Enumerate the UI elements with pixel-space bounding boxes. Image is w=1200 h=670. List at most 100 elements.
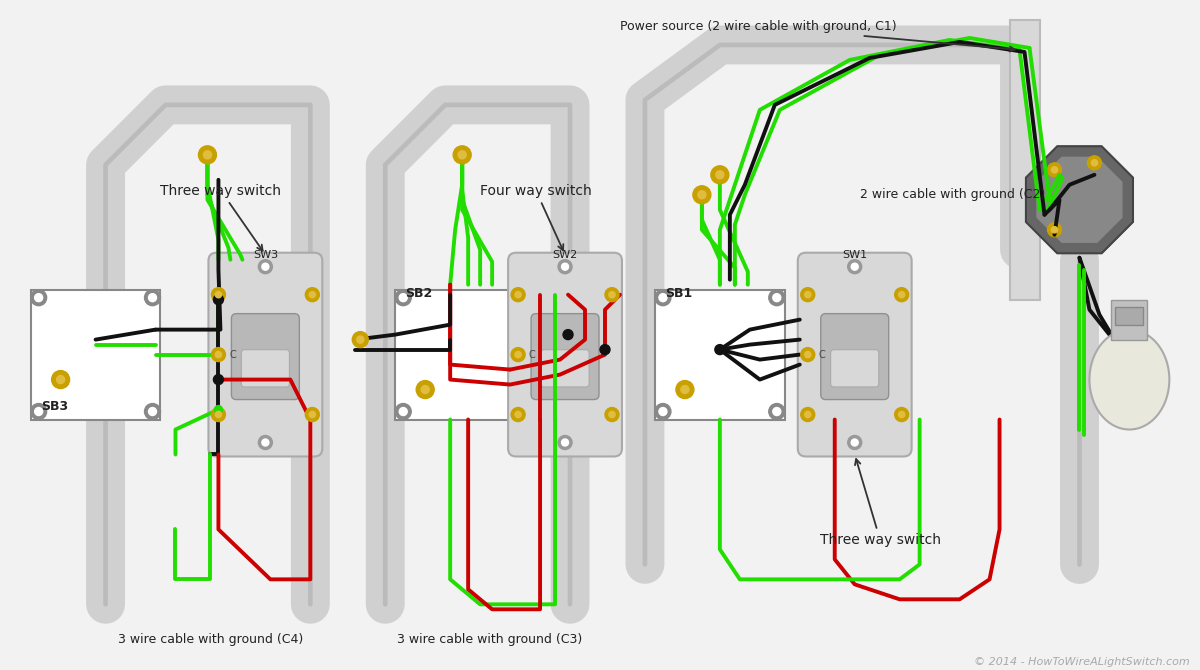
Circle shape xyxy=(800,287,815,302)
Circle shape xyxy=(262,263,269,270)
Circle shape xyxy=(144,403,161,419)
Text: SB1: SB1 xyxy=(665,287,692,299)
FancyBboxPatch shape xyxy=(798,253,912,456)
Circle shape xyxy=(1091,159,1098,166)
Circle shape xyxy=(509,403,526,419)
Circle shape xyxy=(514,407,521,415)
Circle shape xyxy=(511,407,526,421)
Circle shape xyxy=(715,344,725,354)
Circle shape xyxy=(692,186,710,204)
Circle shape xyxy=(215,352,222,358)
Text: C: C xyxy=(529,350,535,360)
Text: 3 wire cable with ground (C4): 3 wire cable with ground (C4) xyxy=(118,632,304,646)
Ellipse shape xyxy=(1090,330,1169,429)
Circle shape xyxy=(258,436,272,450)
Circle shape xyxy=(1087,156,1102,170)
Circle shape xyxy=(895,407,908,421)
Circle shape xyxy=(1048,163,1062,177)
Circle shape xyxy=(562,263,569,270)
Circle shape xyxy=(395,289,412,306)
Bar xyxy=(31,289,161,419)
Circle shape xyxy=(805,291,811,297)
Circle shape xyxy=(395,403,412,419)
Circle shape xyxy=(356,336,364,343)
Circle shape xyxy=(847,260,862,273)
Text: Power source (2 wire cable with ground, C1): Power source (2 wire cable with ground, … xyxy=(620,20,1015,52)
FancyBboxPatch shape xyxy=(830,350,878,387)
Circle shape xyxy=(800,348,815,362)
Circle shape xyxy=(851,439,858,446)
Circle shape xyxy=(1051,226,1057,233)
Circle shape xyxy=(509,289,526,306)
Circle shape xyxy=(769,403,785,419)
Circle shape xyxy=(514,293,521,302)
Circle shape xyxy=(421,385,430,393)
Circle shape xyxy=(716,171,724,179)
Circle shape xyxy=(215,405,222,413)
Circle shape xyxy=(204,151,211,159)
Circle shape xyxy=(31,403,47,419)
Circle shape xyxy=(710,165,728,184)
Polygon shape xyxy=(1026,146,1133,253)
Text: 2 wire cable with ground (C2): 2 wire cable with ground (C2) xyxy=(859,188,1045,201)
Polygon shape xyxy=(1037,157,1122,243)
Circle shape xyxy=(558,436,572,450)
FancyBboxPatch shape xyxy=(532,314,599,399)
Text: 3 wire cable with ground (C3): 3 wire cable with ground (C3) xyxy=(397,632,583,646)
Bar xyxy=(655,289,785,419)
Circle shape xyxy=(659,407,667,415)
FancyBboxPatch shape xyxy=(232,314,299,399)
FancyBboxPatch shape xyxy=(508,253,622,456)
Circle shape xyxy=(458,151,467,159)
Circle shape xyxy=(211,348,226,362)
Circle shape xyxy=(558,260,572,273)
Text: SW1: SW1 xyxy=(842,250,868,260)
Circle shape xyxy=(800,407,815,421)
Bar xyxy=(1009,20,1039,299)
Circle shape xyxy=(605,407,619,421)
Circle shape xyxy=(56,375,65,384)
Circle shape xyxy=(52,371,70,389)
Circle shape xyxy=(310,291,316,297)
Circle shape xyxy=(211,287,226,302)
Circle shape xyxy=(562,439,569,446)
Text: C: C xyxy=(229,350,235,360)
Circle shape xyxy=(515,291,521,297)
Circle shape xyxy=(305,287,319,302)
Circle shape xyxy=(400,293,407,302)
Text: Four way switch: Four way switch xyxy=(480,184,592,251)
Circle shape xyxy=(144,289,161,306)
Circle shape xyxy=(605,287,619,302)
FancyBboxPatch shape xyxy=(241,350,289,387)
Circle shape xyxy=(258,260,272,273)
Circle shape xyxy=(899,411,905,417)
Circle shape xyxy=(600,344,610,354)
Text: © 2014 - HowToWireALightSwitch.com: © 2014 - HowToWireALightSwitch.com xyxy=(973,657,1189,667)
Text: SW3: SW3 xyxy=(253,250,278,260)
Circle shape xyxy=(805,411,811,417)
Text: SB2: SB2 xyxy=(406,287,432,299)
Circle shape xyxy=(400,407,407,415)
Circle shape xyxy=(511,287,526,302)
Circle shape xyxy=(899,291,905,297)
Circle shape xyxy=(35,407,43,415)
FancyBboxPatch shape xyxy=(821,314,889,399)
Circle shape xyxy=(895,287,908,302)
Circle shape xyxy=(698,191,706,199)
Circle shape xyxy=(214,375,223,385)
Circle shape xyxy=(214,295,223,305)
Circle shape xyxy=(149,407,156,415)
Circle shape xyxy=(805,352,811,358)
Circle shape xyxy=(353,332,368,348)
Circle shape xyxy=(563,330,574,340)
Text: Three way switch: Three way switch xyxy=(161,184,282,251)
Circle shape xyxy=(655,289,671,306)
Circle shape xyxy=(515,411,521,417)
Circle shape xyxy=(655,403,671,419)
Circle shape xyxy=(608,291,616,297)
Circle shape xyxy=(1048,222,1062,237)
Circle shape xyxy=(769,289,785,306)
Circle shape xyxy=(262,439,269,446)
Circle shape xyxy=(515,352,521,358)
Circle shape xyxy=(31,289,47,306)
